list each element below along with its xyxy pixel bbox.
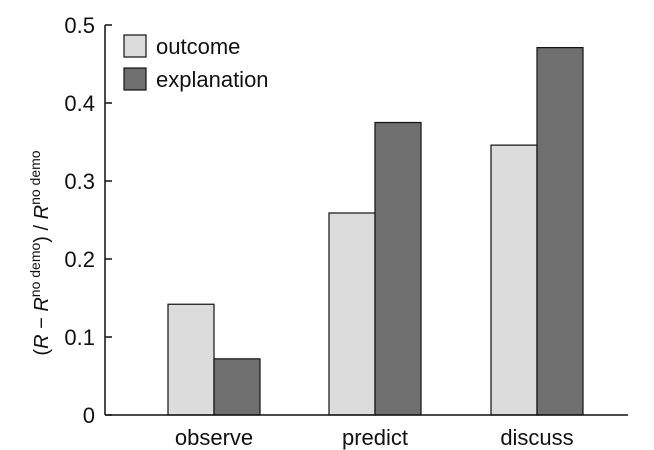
legend-label-explanation: explanation bbox=[156, 67, 269, 92]
bar-outcome-observe bbox=[167, 303, 215, 416]
bar-outcome-discuss bbox=[490, 144, 538, 416]
x-tick-label: discuss bbox=[500, 425, 573, 450]
y-tick-label: 0.5 bbox=[64, 13, 95, 38]
y-tick-label: 0.2 bbox=[64, 247, 95, 272]
y-tick-label: 0.3 bbox=[64, 169, 95, 194]
y-axis-label: (R − Rno demo) / Rno demo bbox=[27, 150, 53, 355]
legend-swatch-outcome bbox=[123, 34, 147, 58]
y-tick-label: 0.1 bbox=[64, 325, 95, 350]
x-axis: observe predict discuss bbox=[105, 414, 628, 450]
y-tick-label: 0 bbox=[83, 403, 95, 428]
bar-explanation-predict bbox=[374, 121, 422, 416]
bar-explanation-discuss bbox=[536, 47, 584, 416]
bars bbox=[167, 47, 584, 416]
x-tick-label: predict bbox=[342, 425, 408, 450]
legend: outcome explanation bbox=[123, 34, 269, 92]
bar-outcome-predict bbox=[328, 212, 376, 416]
y-tick-label: 0.4 bbox=[64, 91, 95, 116]
legend-label-outcome: outcome bbox=[156, 34, 240, 59]
y-axis: 0 0.1 0.2 0.3 0.4 0.5 bbox=[64, 13, 112, 428]
x-tick-label: observe bbox=[175, 425, 253, 450]
bar-explanation-observe bbox=[213, 358, 261, 416]
legend-swatch-explanation bbox=[123, 67, 147, 91]
